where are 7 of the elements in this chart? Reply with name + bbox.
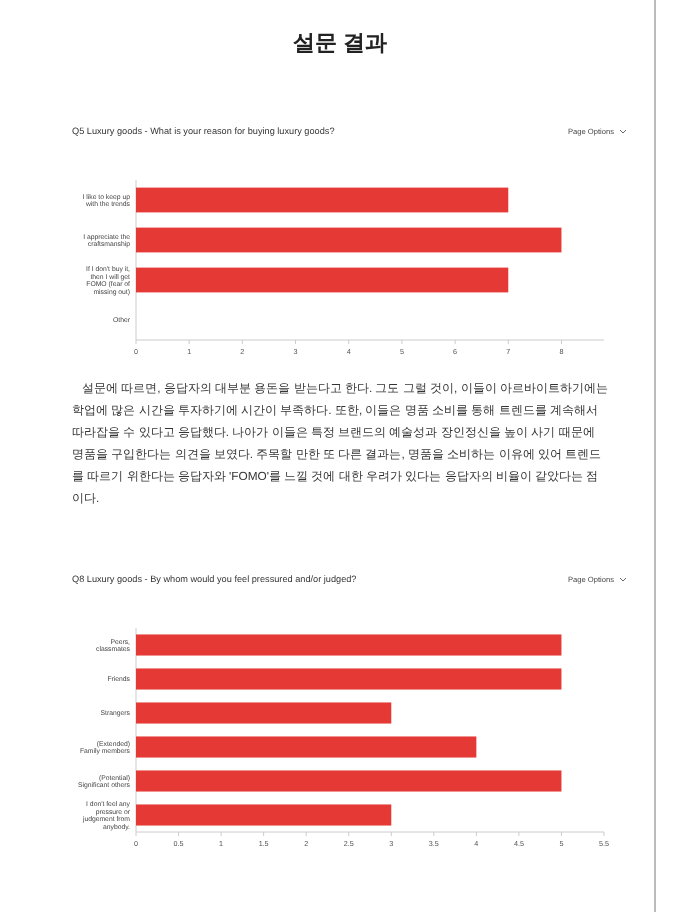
bar — [136, 770, 562, 792]
text: 설문 결과 — [290, 30, 390, 58]
bar — [136, 804, 392, 826]
bar — [136, 634, 562, 656]
bar — [136, 702, 392, 724]
bar — [136, 736, 477, 758]
bar — [136, 668, 562, 690]
